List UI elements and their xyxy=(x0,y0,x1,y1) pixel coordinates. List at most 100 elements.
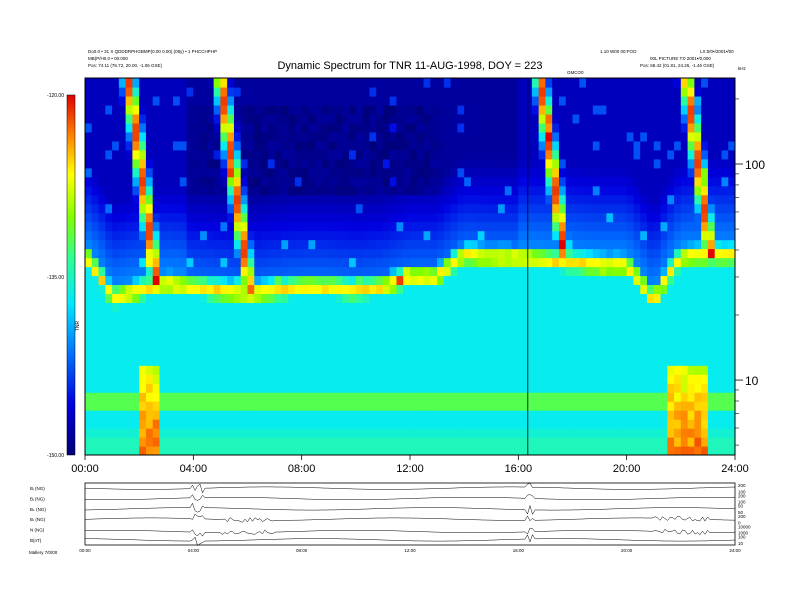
spectrogram-cell xyxy=(667,392,675,402)
spectrogram-cell xyxy=(667,221,675,232)
spectrogram-cell xyxy=(321,428,330,438)
spectrogram-cell xyxy=(477,158,486,169)
spectrogram-cell xyxy=(355,239,364,250)
spectrogram-cell xyxy=(105,437,113,447)
spectrogram-cell xyxy=(179,437,188,447)
spectrogram-cell xyxy=(640,293,648,304)
spectrogram-cell xyxy=(633,95,641,106)
spectrogram-cell xyxy=(613,221,621,232)
spectrogram-cell xyxy=(484,311,492,321)
spectrogram-cell xyxy=(159,203,167,214)
spectrogram-cell xyxy=(606,365,614,375)
spectrogram-cell xyxy=(538,437,547,447)
spectrogram-cell xyxy=(173,428,181,438)
spectrogram-cell xyxy=(558,365,567,375)
spectrogram-cell xyxy=(112,239,120,250)
spectrogram-cell xyxy=(132,338,140,348)
spectrogram-cell xyxy=(85,419,93,429)
spectrogram-cell xyxy=(193,158,201,169)
spectrogram-cell xyxy=(728,194,735,205)
spectrogram-cell xyxy=(464,230,472,241)
spectrogram-cell xyxy=(498,383,506,393)
spectrogram-cell xyxy=(619,338,628,348)
spectrogram-cell xyxy=(525,428,533,438)
spectrogram-cell xyxy=(254,284,262,295)
spectrogram-cell xyxy=(328,437,337,447)
spectrogram-cell xyxy=(227,446,235,455)
spectrogram-cell xyxy=(335,86,343,97)
spectrogram-cell xyxy=(328,239,337,250)
spectrogram-cell xyxy=(694,78,702,88)
spectrogram-cell xyxy=(586,410,594,420)
spectrogram-cell xyxy=(586,437,594,447)
spectrogram-cell xyxy=(552,446,560,455)
spectrogram-cell xyxy=(220,293,228,304)
spectrogram-cell xyxy=(240,122,249,133)
spectrogram-cell xyxy=(98,338,106,348)
spectrogram-cell xyxy=(552,248,560,259)
spectrogram-cell xyxy=(315,131,323,142)
spectrogram-cell xyxy=(308,338,316,348)
spectrogram-cell xyxy=(335,401,343,411)
spectrogram-cell xyxy=(450,410,458,420)
spectrogram-cell xyxy=(572,437,580,447)
spectrogram-cell xyxy=(518,338,526,348)
spectrogram-cell xyxy=(728,266,735,277)
spectrogram-cell xyxy=(369,320,377,330)
spectrogram-cell xyxy=(484,356,492,366)
spectrogram-cell xyxy=(633,401,641,411)
spectrogram-cell xyxy=(315,212,323,223)
spectrogram-cell xyxy=(498,176,506,187)
spectrogram-cell xyxy=(213,203,222,214)
spectrogram-cell xyxy=(125,122,133,133)
spectrogram-cell xyxy=(721,230,729,241)
spectrogram-cell xyxy=(186,78,194,88)
spectrogram-cell xyxy=(213,239,222,250)
spectrogram-cell xyxy=(220,203,228,214)
spectrogram-cell xyxy=(572,266,580,277)
spectrogram-cell xyxy=(179,428,188,438)
spectrogram-cell xyxy=(213,365,222,375)
spectrogram-cell xyxy=(125,437,133,447)
spectrogram-cell xyxy=(653,248,662,259)
spectrogram-cell xyxy=(159,293,167,304)
panel-x-tick-label: 20:00 xyxy=(621,548,633,553)
spectrogram-cell xyxy=(308,320,316,330)
spectrogram-cell xyxy=(430,131,438,142)
spectrogram-cell xyxy=(274,356,282,366)
spectrogram-cell xyxy=(491,311,499,321)
spectrogram-cell xyxy=(118,203,127,214)
spectrogram-cell xyxy=(294,284,303,295)
spectrogram-cell xyxy=(267,419,276,429)
spectrogram-cell xyxy=(410,203,418,214)
spectrogram-cell xyxy=(335,167,343,178)
spectrogram-cell xyxy=(545,338,553,348)
spectrogram-cell xyxy=(619,176,628,187)
spectrogram-cell xyxy=(511,266,519,277)
spectrogram-cell xyxy=(193,437,201,447)
spectrogram-cell xyxy=(321,239,330,250)
spectrogram-cell xyxy=(240,86,249,97)
spectrogram-cell xyxy=(640,158,648,169)
spectrogram-cell xyxy=(484,329,492,339)
spectrogram-cell xyxy=(233,428,242,438)
spectrogram-cell xyxy=(261,78,269,88)
spectrogram-cell xyxy=(342,437,350,447)
spectrogram-cell xyxy=(112,95,120,106)
spectrogram-cell xyxy=(586,374,594,384)
spectrogram-cell xyxy=(301,383,310,393)
spectrogram-cell xyxy=(308,131,316,142)
spectrogram-cell xyxy=(139,140,147,151)
spectrogram-cell xyxy=(112,329,120,339)
x-tick-label: 08:00 xyxy=(288,463,316,475)
spectrogram-cell xyxy=(206,320,215,330)
spectrogram-cell xyxy=(640,347,648,357)
spectrogram-cell xyxy=(166,347,174,357)
spectrogram-cell xyxy=(728,167,735,178)
spectrogram-cell xyxy=(410,275,418,286)
spectrogram-cell xyxy=(125,365,133,375)
spectrogram-cell xyxy=(626,365,635,375)
spectrogram-cell xyxy=(504,113,513,124)
spectrogram-cell xyxy=(450,419,458,429)
spectrogram-cell xyxy=(159,284,167,295)
